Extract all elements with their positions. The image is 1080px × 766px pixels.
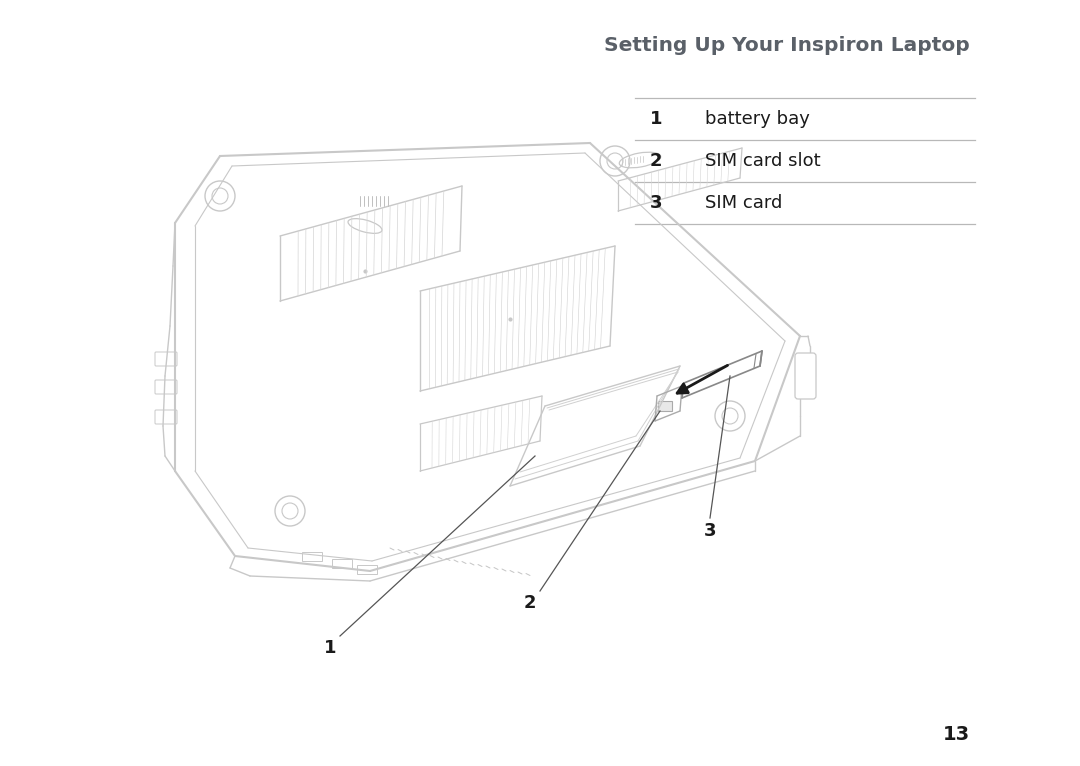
Text: SIM card slot: SIM card slot	[705, 152, 821, 170]
Text: 1: 1	[650, 110, 662, 128]
Text: 3: 3	[704, 522, 716, 540]
Text: 2: 2	[524, 594, 537, 612]
Text: 1: 1	[324, 639, 336, 657]
Bar	[332, 559, 352, 568]
Text: battery bay: battery bay	[705, 110, 810, 128]
Bar	[302, 552, 322, 561]
Text: Setting Up Your Inspiron Laptop: Setting Up Your Inspiron Laptop	[604, 36, 970, 55]
Text: 2: 2	[650, 152, 662, 170]
Text: 13: 13	[943, 725, 970, 744]
FancyBboxPatch shape	[795, 353, 816, 399]
Bar	[658, 401, 672, 411]
Text: 3: 3	[650, 194, 662, 212]
Bar	[357, 565, 377, 574]
Bar	[795, 361, 815, 376]
Text: SIM card: SIM card	[705, 194, 782, 212]
